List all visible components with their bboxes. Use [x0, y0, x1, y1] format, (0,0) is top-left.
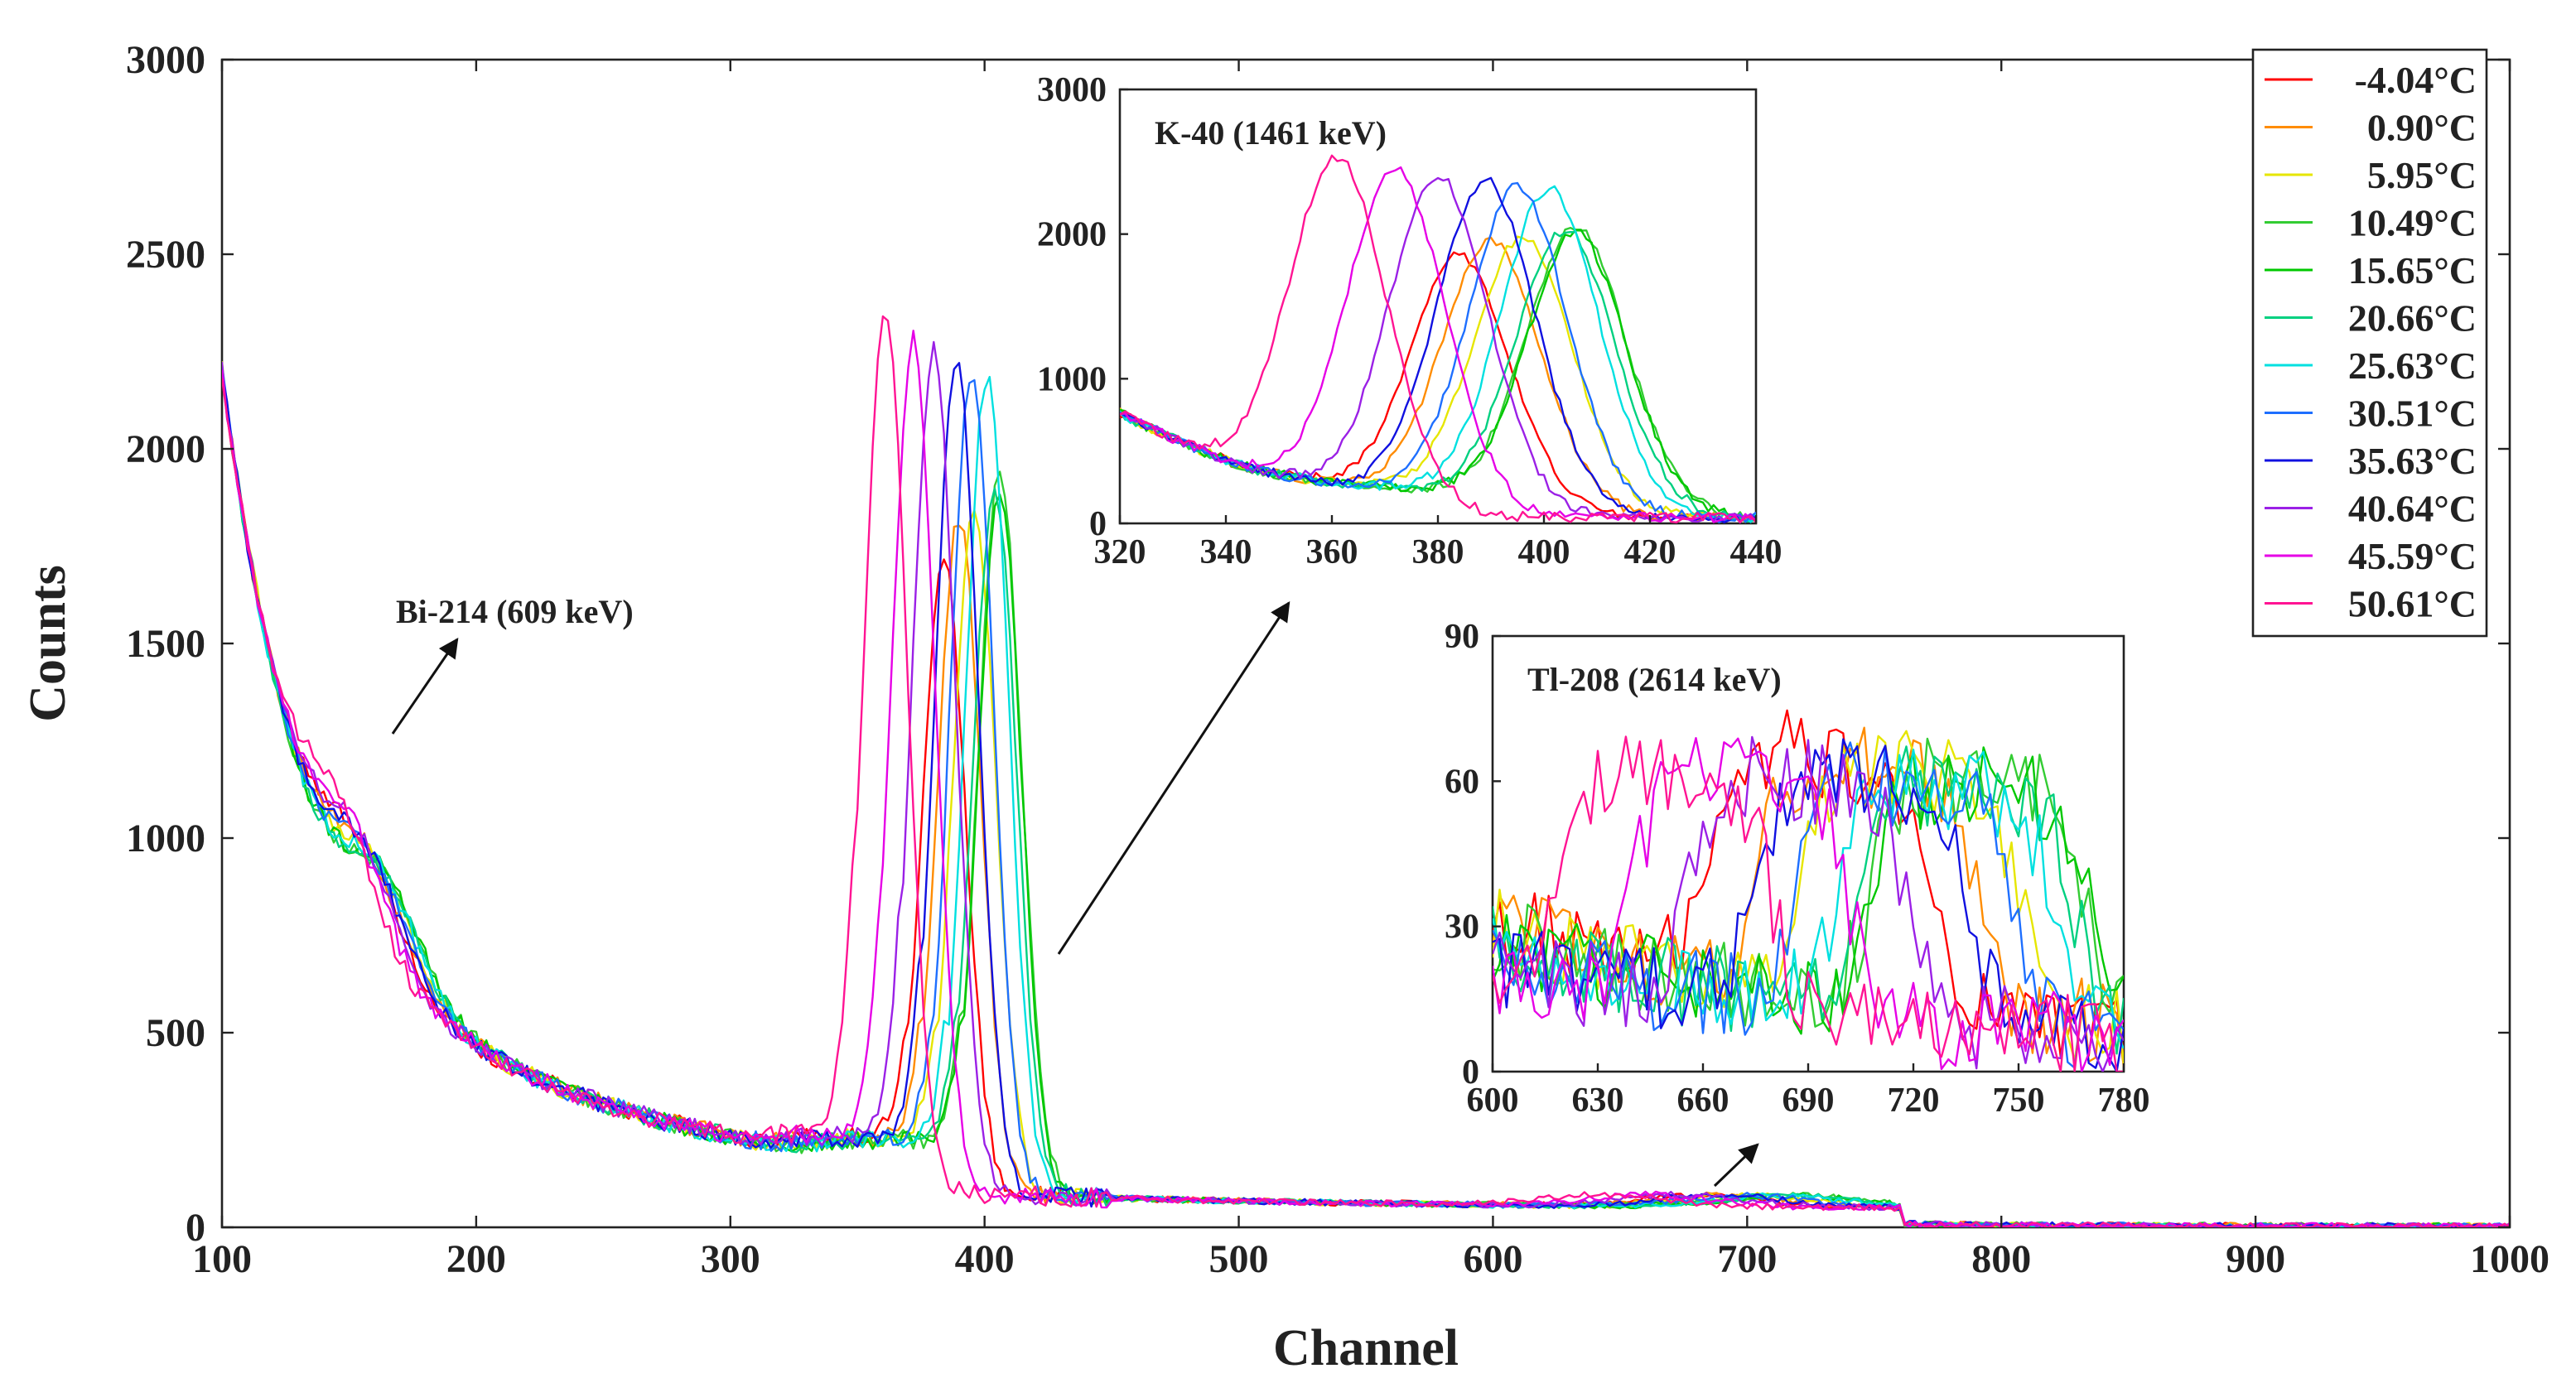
legend-box	[2251, 48, 2488, 638]
y-tick-label: 2500	[126, 233, 205, 277]
y-tick-label: 0	[186, 1206, 205, 1250]
x-tick-label: 500	[1209, 1237, 1269, 1281]
x-tick-label: 780	[2098, 1082, 2150, 1120]
series-line-inset-tl208-4	[1493, 746, 2124, 1035]
legend-item: 40.64°C	[2265, 488, 2477, 530]
legend-item: 25.63°C	[2265, 345, 2477, 387]
legend-label: 5.95°C	[2367, 154, 2477, 196]
y-tick-label: 1000	[1037, 360, 1107, 398]
y-tick-label: 3000	[1037, 71, 1107, 109]
legend-item: 0.90°C	[2265, 107, 2477, 149]
legend-item: 15.65°C	[2265, 249, 2477, 292]
legend-item: 5.95°C	[2265, 154, 2477, 196]
x-tick-label: 360	[1306, 533, 1358, 571]
x-tick-label: 600	[1463, 1237, 1522, 1281]
annotation-bi214: Bi-214 (609 keV)	[396, 593, 634, 630]
annotation-arrows	[391, 600, 1759, 1188]
x-tick-label: 320	[1094, 533, 1146, 571]
x-tick-label: 340	[1200, 533, 1252, 571]
inset-k40-plot: 320 340 360 380 400 420 440 0 1000 2000 3000 K-40 (…	[1037, 71, 1782, 571]
x-tick-label: 630	[1572, 1082, 1624, 1120]
legend-label: 10.49°C	[2348, 202, 2477, 244]
x-tick-label: 700	[1717, 1237, 1777, 1281]
x-tick-label: 420	[1624, 533, 1676, 571]
legend-label: 25.63°C	[2348, 345, 2477, 387]
series-line-main-10	[222, 330, 2510, 1227]
legend-label: 30.51°C	[2348, 393, 2477, 435]
x-tick-label: 380	[1412, 533, 1464, 571]
series-line-inset-k40-11	[1120, 154, 1756, 523]
x-tick-label: 300	[701, 1237, 760, 1281]
legend-label: 45.59°C	[2348, 535, 2477, 577]
legend-item: -4.04°C	[2265, 59, 2477, 101]
x-tick-label: 720	[1888, 1082, 1940, 1120]
legend-label: 40.64°C	[2348, 488, 2477, 530]
series-line-inset-tl208-10	[1493, 737, 2124, 1072]
legend: -4.04°C 0.90°C 5.95°C 10.49°C 15.65°C 20.66°C…	[2251, 48, 2488, 638]
y-axis-label: Counts	[20, 565, 76, 722]
y-tick-label: 1000	[126, 817, 205, 860]
x-tick-label: 690	[1782, 1082, 1835, 1120]
x-tick-label: 600	[1467, 1082, 1519, 1120]
series-line-inset-tl208-11	[1493, 735, 2124, 1072]
x-tick-label: 400	[1518, 533, 1570, 571]
series-line-main-11	[222, 315, 2510, 1227]
legend-item: 30.51°C	[2265, 393, 2477, 435]
x-tick-label: 660	[1677, 1082, 1729, 1120]
legend-label: 35.63°C	[2348, 440, 2477, 482]
arrow-tl208	[1713, 1143, 1759, 1188]
legend-item: 10.49°C	[2265, 202, 2477, 244]
series-line-inset-tl208-7	[1493, 741, 2124, 1069]
x-tick-label: 1000	[2470, 1237, 2549, 1281]
legend-label: -4.04°C	[2355, 59, 2477, 101]
x-tick-label: 900	[2226, 1237, 2285, 1281]
y-tick-label: 1500	[126, 622, 205, 666]
series-line-inset-tl208-1	[1493, 726, 2124, 1067]
legend-label: 0.90°C	[2367, 107, 2477, 149]
y-tick-label: 3000	[126, 38, 205, 82]
inset-k40-frame	[1118, 88, 1758, 525]
legend-item: 20.66°C	[2265, 297, 2477, 340]
series-line-inset-tl208-5	[1493, 745, 2124, 1055]
x-tick-label: 400	[955, 1237, 1015, 1281]
x-axis-label: Channel	[1273, 1320, 1459, 1376]
y-tick-label: 0	[1462, 1053, 1479, 1091]
y-tick-label: 500	[146, 1011, 205, 1055]
x-tick-label: 800	[1971, 1237, 2031, 1281]
x-tick-label: 100	[192, 1237, 252, 1281]
arrow-k40	[1057, 600, 1290, 955]
legend-item: 35.63°C	[2265, 440, 2477, 482]
arrow-bi214	[391, 638, 459, 735]
legend-label: 15.65°C	[2348, 249, 2477, 292]
series-line-inset-tl208-9	[1493, 735, 2124, 1072]
legend-label: 20.66°C	[2348, 297, 2477, 340]
x-tick-label: 750	[1993, 1082, 2045, 1120]
y-tick-label: 60	[1445, 763, 1479, 801]
legend-item: 45.59°C	[2265, 535, 2477, 577]
legend-item: 50.61°C	[2265, 583, 2477, 625]
series-line-inset-k40-6	[1120, 185, 1756, 523]
legend-label: 50.61°C	[2348, 583, 2477, 625]
y-tick-label: 2000	[1037, 216, 1107, 254]
y-tick-label: 90	[1445, 618, 1479, 656]
inset-k40-title: K-40 (1461 keV)	[1155, 114, 1387, 152]
x-tick-label: 440	[1730, 533, 1782, 571]
series-line-inset-k40-2	[1120, 235, 1756, 523]
y-tick-label: 30	[1445, 908, 1479, 947]
inset-tl208-plot: 600 630 660 690 720 750 780 0 30 60 90 Tl-208 (2614…	[1445, 618, 2150, 1120]
x-tick-label: 200	[446, 1237, 506, 1281]
inset-tl208-title: Tl-208 (2614 keV)	[1527, 661, 1782, 698]
y-tick-label: 0	[1089, 505, 1107, 543]
y-tick-label: 2000	[126, 427, 205, 471]
